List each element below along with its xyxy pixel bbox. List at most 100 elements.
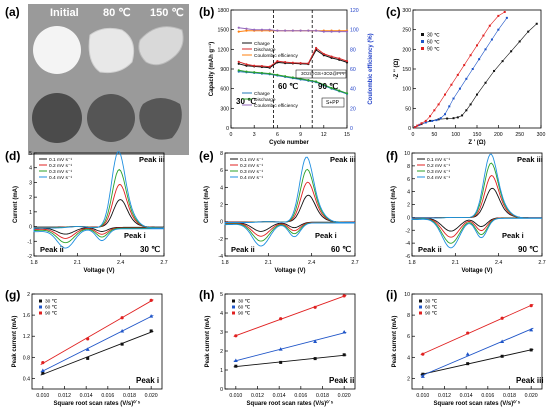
panel-i-ytick-label: 4	[407, 355, 410, 361]
panel-e-legend-label: 0.4 mV s⁻¹	[240, 175, 263, 181]
panel-f-legend-label: 0.3 mV s⁻¹	[427, 169, 450, 175]
panel-b-temp-label: 60 ℃	[278, 82, 298, 91]
panel-i-fit-line	[420, 327, 534, 377]
panel-letter-e: (e)	[199, 149, 214, 163]
panel-e-peak-label: Peak iii	[330, 155, 356, 164]
panel-b-point	[307, 29, 310, 32]
panel-b-point	[253, 28, 256, 31]
panel-b-annotation-box	[295, 69, 347, 79]
panel-i-peak-current-chart: 0.010 0.012 0.014 0.016 0.018 0.020 2 4 6 8 10 30 ℃…	[392, 292, 544, 407]
panel-d-peak-label: Peak i	[124, 231, 146, 240]
panel-d-ytick-label: 2	[29, 195, 32, 201]
panel-f-cv-curve	[411, 153, 542, 249]
panel-h-legend-swatch	[232, 305, 235, 309]
panel-e-legend-label: 0.2 mV s⁻¹	[240, 163, 263, 169]
panel-letter-h: (h)	[199, 288, 214, 302]
panel-b-point	[299, 62, 302, 65]
panel-c-ytick-label: 50	[405, 106, 411, 112]
panel-i-point	[466, 331, 470, 335]
panel-f-ytick-label: -6	[405, 254, 410, 260]
panel-c-point	[505, 16, 508, 19]
panel-b-point	[245, 29, 248, 32]
panel-b-xtick-label: 6	[276, 132, 279, 138]
panel-i-xlabel: Square root scan rates (V/s)⁰˙⁵	[434, 400, 521, 407]
panel-g-ytick-label: 2	[27, 292, 30, 298]
panel-h-point	[279, 317, 283, 321]
panel-i-fit-line	[420, 303, 534, 356]
panel-g-legend-swatch	[39, 305, 42, 309]
panel-h-xtick-label: 0.018	[316, 393, 329, 399]
panel-letter-i: (i)	[386, 288, 397, 302]
panel-g-legend-label: 90 ℃	[45, 311, 58, 317]
panel-b-ytick-label: 0	[226, 126, 229, 132]
panel-c-series-line	[414, 11, 505, 128]
panel-i-frame	[411, 293, 543, 390]
panel-d-peak-label: Peak iii	[139, 155, 165, 164]
panel-b-ytick-right-label: 80	[350, 47, 356, 53]
panel-h-legend-swatch	[232, 299, 235, 303]
panel-g-point	[120, 342, 124, 346]
panel-c-legend-label: 60 ℃	[427, 40, 440, 46]
panel-h-point	[278, 347, 283, 351]
panel-d-cv-chart: 1.8 2.1 2.4 2.7 -2 -1 0 1 2 3 4 5 0.1 mV s⁻¹0.2 mV s…	[13, 151, 168, 274]
panel-d-xlabel: Voltage (V)	[84, 268, 115, 274]
panel-e-peak-label: Peak ii	[231, 245, 255, 254]
separator-disc-150c	[138, 26, 184, 66]
separator-disc-initial	[33, 26, 81, 74]
panel-e-legend-label: 0.1 mV s⁻¹	[240, 157, 263, 163]
panel-g-point	[40, 368, 45, 373]
panel-b-frame	[230, 9, 348, 129]
coated-disc-150c	[139, 98, 182, 140]
panel-g-point	[149, 329, 153, 333]
panel-i-point	[421, 352, 425, 356]
panel-b-xtick-label: 0	[230, 132, 233, 138]
panel-b-point	[314, 46, 318, 50]
panel-b-ytick-label: 300	[220, 106, 229, 112]
panel-e-cv-chart: 1.8 2.1 2.4 2.7 -4 -2 0 2 4 6 8 0.1 mV s⁻¹0.2 mV s⁻…	[204, 151, 359, 274]
panel-g-ytick-label: 0.8	[23, 355, 30, 361]
panel-e-ytick-label: -2	[218, 237, 223, 243]
panel-h-xlabel: Square root scan rates (V/s)⁰˙⁵	[247, 400, 334, 407]
panel-f-ytick-label: 4	[407, 190, 410, 196]
photo-label-80c: 80 ℃	[103, 7, 131, 19]
panel-i-point	[529, 348, 533, 352]
panel-h-legend-label: 60 ℃	[238, 305, 251, 311]
panel-h-point	[342, 330, 347, 334]
panel-i-point	[529, 304, 533, 308]
panel-e-cv-curve	[224, 156, 355, 247]
panel-b-point	[291, 29, 294, 32]
panel-g-legend-swatch	[39, 299, 42, 303]
panel-f-ytick-label: 10	[404, 151, 410, 157]
panel-f-ytick-label: 8	[407, 164, 410, 170]
panel-b-legend-label: Coulombic efficiency	[254, 103, 299, 109]
panel-b-xlabel: Cycle number	[269, 140, 309, 146]
panel-h-point	[233, 358, 238, 362]
panel-i-legend-swatch	[419, 311, 422, 315]
panel-d-ytick-label: 5	[29, 151, 32, 157]
panel-i-legend-swatch	[419, 299, 422, 303]
panel-c-ytick-label: 300	[402, 8, 411, 14]
panel-g-point	[86, 337, 90, 341]
panel-h-point	[234, 364, 238, 368]
panel-i-legend-label: 30 ℃	[425, 299, 438, 305]
panel-i-legend-label: 90 ℃	[425, 311, 438, 317]
panel-b-point	[284, 29, 287, 32]
panel-i-point	[500, 339, 505, 343]
panel-d-temp-label: 30 ℃	[140, 245, 160, 254]
panel-b-temp-label: 90 ℃	[318, 82, 338, 91]
panel-i-point	[421, 372, 425, 376]
panel-i-xtick-label: 0.016	[481, 393, 494, 399]
panel-h-ytick-label: 5	[220, 292, 223, 298]
panel-letter-b: (b)	[199, 5, 214, 19]
panel-h-fit-line	[233, 331, 347, 362]
panel-g-ytick-label: 1.6	[23, 313, 30, 319]
panel-letter-f: (f)	[386, 149, 398, 163]
panel-g-point	[149, 298, 153, 302]
panel-b-legend-label: Charge	[254, 91, 270, 97]
panel-g-ylabel: Peak current (mA)	[12, 316, 18, 368]
panel-e-cv-curve	[224, 181, 355, 237]
panel-g-point	[85, 347, 90, 351]
panel-d-xtick-label: 1.8	[30, 260, 37, 266]
panel-g-xtick-label: 0.020	[145, 393, 158, 399]
